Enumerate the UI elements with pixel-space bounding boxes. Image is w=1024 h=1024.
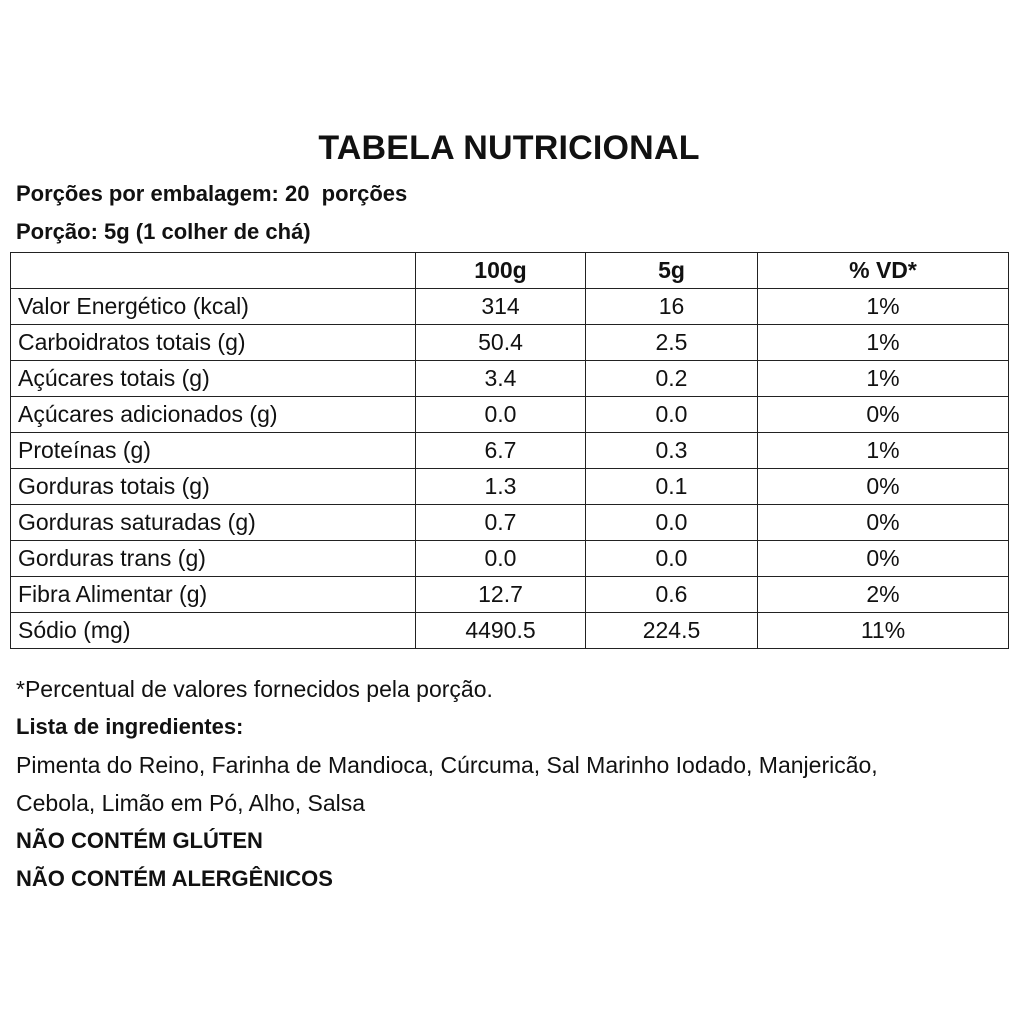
value-5g: 0.3 <box>585 432 758 469</box>
value-vd: 1% <box>757 360 1009 397</box>
nutrient-label: Açúcares adicionados (g) <box>10 396 416 433</box>
value-5g: 0.1 <box>585 468 758 505</box>
column-header-vd: % VD* <box>757 252 1009 289</box>
value-100g: 314 <box>415 288 586 325</box>
value-5g: 0.0 <box>585 504 758 541</box>
value-5g: 0.0 <box>585 540 758 577</box>
nutrient-label: Sódio (mg) <box>10 612 416 649</box>
value-100g: 0.7 <box>415 504 586 541</box>
value-5g: 0.6 <box>585 576 758 613</box>
value-vd: 0% <box>757 468 1009 505</box>
page-title: TABELA NUTRICIONAL <box>318 129 700 167</box>
column-header-5g: 5g <box>585 252 758 289</box>
value-5g: 0.2 <box>585 360 758 397</box>
value-5g: 224.5 <box>585 612 758 649</box>
value-5g: 16 <box>585 288 758 325</box>
value-100g: 0.0 <box>415 540 586 577</box>
nutrient-label: Gorduras totais (g) <box>10 468 416 505</box>
table-row: Carboidratos totais (g) 50.4 2.5 1% <box>10 324 1009 361</box>
table-row: Proteínas (g) 6.7 0.3 1% <box>10 432 1009 469</box>
column-header-100g: 100g <box>415 252 586 289</box>
nutrition-table: 100g 5g % VD* Valor Energético (kcal) 31… <box>10 252 1009 649</box>
nutrient-label: Gorduras trans (g) <box>10 540 416 577</box>
value-5g: 0.0 <box>585 396 758 433</box>
value-vd: 1% <box>757 288 1009 325</box>
value-vd: 1% <box>757 324 1009 361</box>
nutrient-label: Proteínas (g) <box>10 432 416 469</box>
gluten-warning: NÃO CONTÉM GLÚTEN <box>16 828 263 853</box>
value-100g: 12.7 <box>415 576 586 613</box>
value-vd: 1% <box>757 432 1009 469</box>
table-row: Valor Energético (kcal) 314 16 1% <box>10 288 1009 325</box>
value-vd: 0% <box>757 504 1009 541</box>
ingredients-heading: Lista de ingredientes: <box>16 714 244 739</box>
value-vd: 11% <box>757 612 1009 649</box>
value-5g: 2.5 <box>585 324 758 361</box>
nutrient-label: Fibra Alimentar (g) <box>10 576 416 613</box>
table-row: Fibra Alimentar (g) 12.7 0.6 2% <box>10 576 1009 613</box>
value-100g: 1.3 <box>415 468 586 505</box>
table-row: Gorduras trans (g) 0.0 0.0 0% <box>10 540 1009 577</box>
ingredients-list: Pimenta do Reino, Farinha de Mandioca, C… <box>16 752 878 816</box>
nutrient-label: Gorduras saturadas (g) <box>10 504 416 541</box>
nutrition-label: TABELA NUTRICIONAL Porções por embalagem… <box>10 0 1009 1024</box>
table-row: Sódio (mg) 4490.5 224.5 11% <box>10 612 1009 649</box>
nutrient-label: Açúcares totais (g) <box>10 360 416 397</box>
column-header-nutrient <box>10 252 416 289</box>
table-row: Açúcares totais (g) 3.4 0.2 1% <box>10 360 1009 397</box>
table-row: Açúcares adicionados (g) 0.0 0.0 0% <box>10 396 1009 433</box>
value-100g: 6.7 <box>415 432 586 469</box>
portion-size: Porção: 5g (1 colher de chá) <box>16 219 311 244</box>
value-100g: 0.0 <box>415 396 586 433</box>
value-vd: 0% <box>757 540 1009 577</box>
nutrient-label: Carboidratos totais (g) <box>10 324 416 361</box>
vd-footnote: *Percentual de valores fornecidos pela p… <box>16 676 493 702</box>
value-100g: 50.4 <box>415 324 586 361</box>
nutrient-label: Valor Energético (kcal) <box>10 288 416 325</box>
value-100g: 3.4 <box>415 360 586 397</box>
value-vd: 0% <box>757 396 1009 433</box>
table-row: Gorduras saturadas (g) 0.7 0.0 0% <box>10 504 1009 541</box>
value-100g: 4490.5 <box>415 612 586 649</box>
allergen-warning: NÃO CONTÉM ALERGÊNICOS <box>16 866 333 891</box>
table-row: Gorduras totais (g) 1.3 0.1 0% <box>10 468 1009 505</box>
servings-per-package: Porções por embalagem: 20 porções <box>16 181 408 206</box>
value-vd: 2% <box>757 576 1009 613</box>
table-header-row: 100g 5g % VD* <box>10 252 1009 289</box>
